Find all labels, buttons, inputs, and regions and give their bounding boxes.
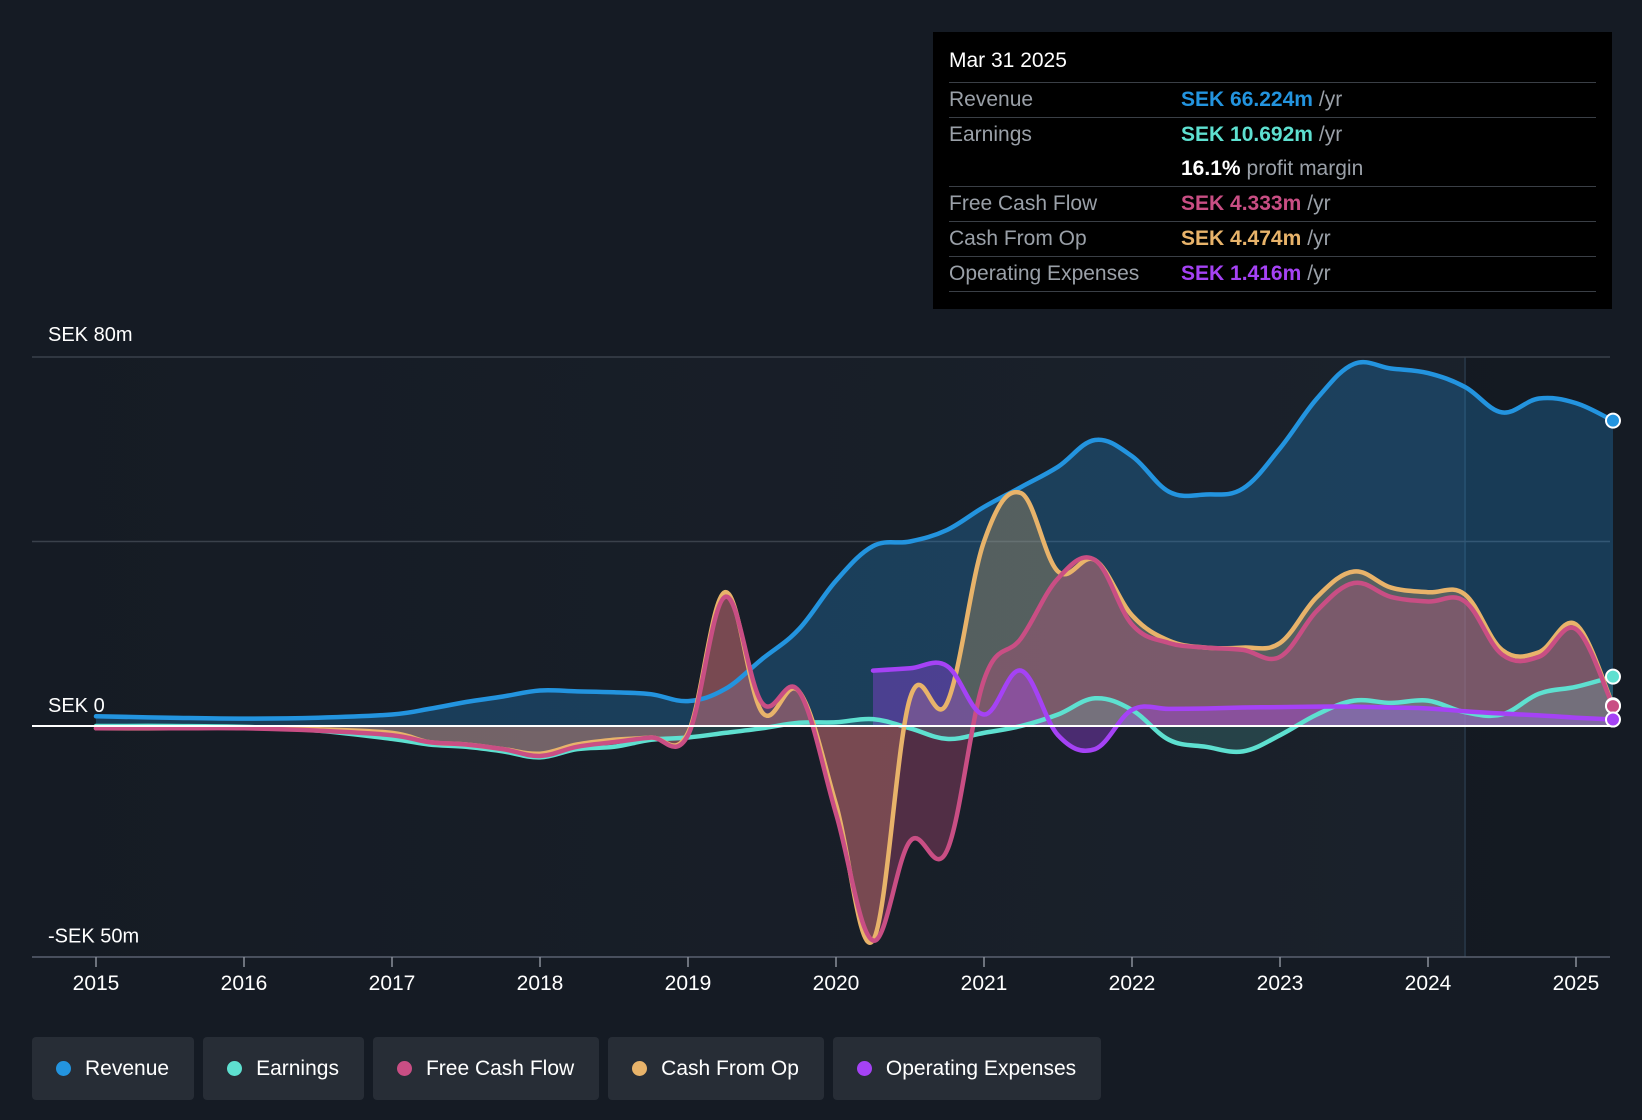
grid-lines <box>32 356 1610 958</box>
legend: Revenue Earnings Free Cash Flow Cash Fro… <box>32 1037 1102 1100</box>
revenue-endpoint <box>1605 412 1621 429</box>
earnings-dot-icon <box>227 1061 243 1076</box>
tooltip-row-earnings: Earnings SEK 10.692m /yr <box>949 118 1596 152</box>
tooltip-value-earnings: SEK 10.692m <box>1181 123 1313 146</box>
tooltip-unit: /yr <box>1307 262 1331 285</box>
tooltip-date: Mar 31 2025 <box>949 46 1596 83</box>
fcf-line <box>93 555 1616 943</box>
earnings-line <box>93 674 1616 760</box>
x-tick-label: 2021 <box>961 972 1008 995</box>
tooltip-unit: /yr <box>1307 227 1331 250</box>
x-tick-label: 2016 <box>221 972 268 995</box>
tooltip-value-fcf: SEK 4.333m <box>1181 192 1302 215</box>
x-tick-label: 2018 <box>517 972 564 995</box>
x-tick-label: 2020 <box>813 972 860 995</box>
tooltip-value-opex: SEK 1.416m <box>1181 262 1302 285</box>
legend-item-cfo[interactable]: Cash From Op <box>608 1037 824 1100</box>
tooltip-panel: Mar 31 2025 Revenue SEK 66.224m /yr Earn… <box>933 32 1612 309</box>
earnings-endpoint <box>1605 668 1621 685</box>
earnings-area <box>96 676 1613 758</box>
y-tick-label: -SEK 50m <box>48 926 139 948</box>
tooltip-row-margin: 16.1% profit margin <box>949 152 1596 187</box>
x-tick-label: 2019 <box>665 972 712 995</box>
series-lines <box>93 359 1616 945</box>
cfo-dot-icon <box>632 1061 648 1076</box>
tooltip-unit: /yr <box>1318 88 1343 111</box>
tooltip-unit: /yr <box>1307 192 1331 215</box>
opex-line <box>870 660 1616 754</box>
legend-item-revenue[interactable]: Revenue <box>32 1037 195 1100</box>
x-tick-label: 2025 <box>1553 972 1600 995</box>
plot-background <box>32 357 1610 957</box>
tooltip-label: Revenue <box>949 88 1034 111</box>
revenue-dot-icon <box>56 1061 71 1076</box>
y-tick-label: SEK 0 <box>48 695 105 717</box>
x-tick-label: 2017 <box>369 972 416 995</box>
x-tick-label: 2022 <box>1109 972 1156 995</box>
tooltip-row-fcf: Free Cash Flow SEK 4.333m /yr <box>949 187 1596 222</box>
legend-label: Free Cash Flow <box>425 1056 575 1080</box>
x-tick-label: 2015 <box>73 972 120 995</box>
tooltip-unit: profit margin <box>1246 157 1364 180</box>
opex-area <box>873 662 1613 751</box>
y-axis-labels: SEK 80m SEK 0 -SEK 50m <box>48 324 139 948</box>
fcf-area <box>96 557 1613 941</box>
tooltip-value-cfo: SEK 4.474m <box>1181 227 1302 250</box>
tooltip-row-cfo: Cash From Op SEK 4.474m /yr <box>949 222 1596 257</box>
tooltip-row-opex: Operating Expenses SEK 1.416m /yr <box>949 257 1596 292</box>
tooltip-label <box>949 152 1181 186</box>
legend-item-fcf[interactable]: Free Cash Flow <box>372 1037 600 1100</box>
x-tick-label: 2023 <box>1257 972 1304 995</box>
series-endpoints <box>1605 412 1621 728</box>
y-tick-label: SEK 80m <box>48 324 132 346</box>
revenue-area <box>96 362 1613 726</box>
tooltip-row-revenue: Revenue SEK 66.224m /yr <box>949 83 1596 118</box>
tooltip-label: Free Cash Flow <box>949 192 1098 215</box>
tooltip-value-revenue: SEK 66.224m <box>1181 88 1313 111</box>
legend-label: Operating Expenses <box>885 1056 1077 1080</box>
legend-item-earnings[interactable]: Earnings <box>203 1037 364 1100</box>
legend-item-opex[interactable]: Operating Expenses <box>832 1037 1102 1100</box>
opex-endpoint <box>1605 711 1621 728</box>
legend-label: Earnings <box>256 1056 339 1080</box>
x-tick-label: 2024 <box>1405 972 1452 995</box>
revenue-line <box>93 359 1616 721</box>
tooltip-value-margin: 16.1% <box>1181 157 1241 180</box>
fcf-endpoint <box>1605 698 1621 715</box>
tooltip-unit: /yr <box>1318 123 1343 146</box>
tooltip-label: Cash From Op <box>949 227 1087 250</box>
tooltip-label: Operating Expenses <box>949 262 1140 285</box>
fcf-dot-icon <box>396 1061 412 1076</box>
legend-label: Cash From Op <box>661 1056 799 1080</box>
tooltip-label: Earnings <box>949 123 1032 146</box>
legend-label: Revenue <box>85 1056 170 1080</box>
x-axis: 2015 2016 2017 2018 2019 2020 2021 2022 2023 2024… <box>73 957 1600 995</box>
opex-dot-icon <box>856 1061 872 1076</box>
